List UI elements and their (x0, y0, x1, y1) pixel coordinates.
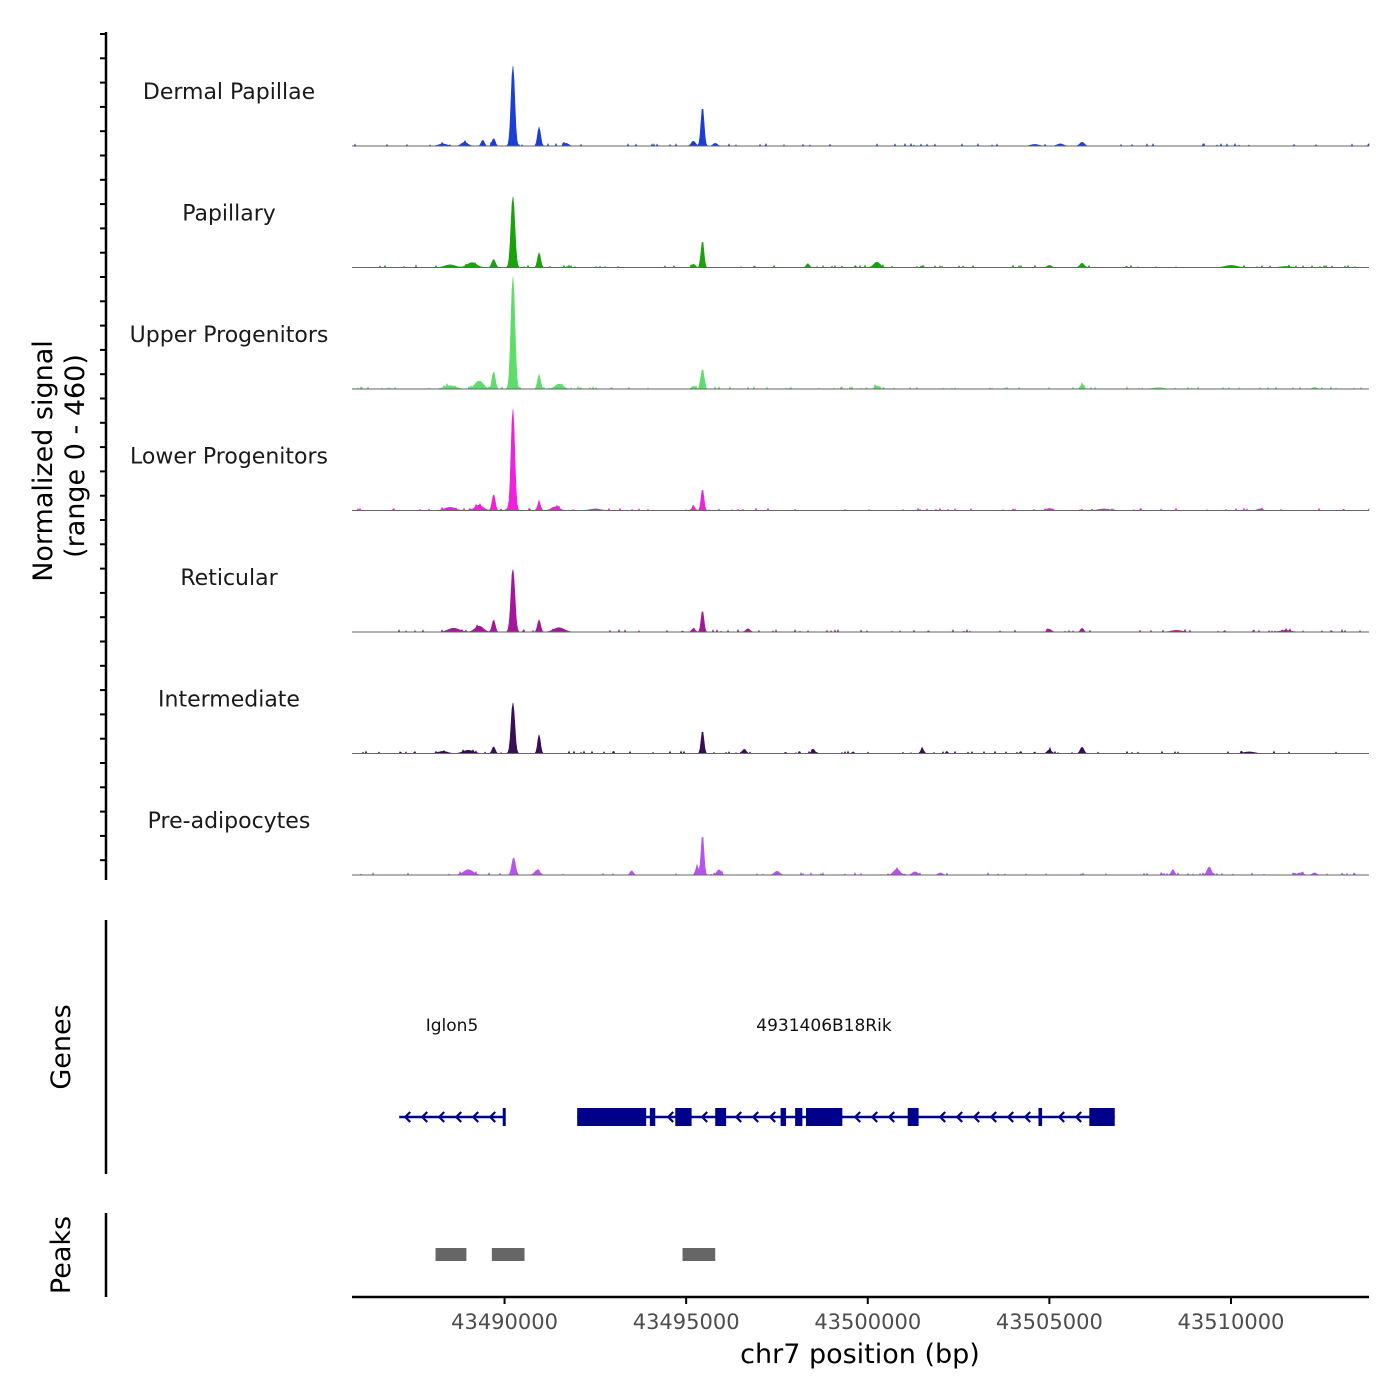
strand-arrow (751, 1111, 759, 1123)
strand-arrow (700, 1111, 708, 1123)
gene-exon (795, 1108, 803, 1126)
coverage-tracks: Dermal Papillae Papillary Upper Progenitor… (130, 66, 1370, 876)
strand-arrow (1006, 1111, 1014, 1123)
gene-4931406b18rik: 4931406B18Rik (577, 1016, 1115, 1126)
gene-exon (1038, 1108, 1043, 1126)
coverage-area (352, 569, 1369, 633)
gene-exon (577, 1108, 647, 1126)
track-upper-progenitors: Upper Progenitors (130, 277, 1369, 390)
signal-axis: Normalized signal (range 0 - 460) (28, 32, 108, 880)
gene-exon (806, 1108, 843, 1126)
track-papillary: Papillary (182, 196, 1369, 269)
track-label: Pre-adipocytes (148, 809, 311, 834)
gene-exon (907, 1108, 919, 1126)
x-axis-title: chr7 position (bp) (740, 1339, 980, 1370)
genes-axis-title: Genes (46, 1004, 77, 1089)
x-tick-label: 43490000 (451, 1310, 558, 1334)
coverage-area (352, 66, 1370, 147)
track-label: Dermal Papillae (143, 80, 315, 105)
coverage-area (352, 409, 1370, 512)
track-label: Upper Progenitors (130, 323, 329, 348)
x-axis: 43490000 43495000 43500000 43505000 43510000… (352, 1295, 1369, 1370)
track-label: Reticular (180, 566, 278, 591)
strand-arrow (955, 1111, 963, 1123)
signal-axis-title: Normalized signal (28, 340, 59, 582)
peaks-axis-title: Peaks (46, 1216, 77, 1294)
track-dermal-papillae: Dermal Papillae (143, 66, 1370, 147)
track-pre-adipocytes: Pre-adipocytes (148, 809, 1369, 876)
strand-arrow (666, 1111, 674, 1123)
strand-arrow (870, 1111, 878, 1123)
strand-arrow (938, 1111, 946, 1123)
coverage-area (352, 837, 1369, 876)
coverage-area (352, 196, 1369, 269)
track-label: Lower Progenitors (130, 445, 328, 470)
coverage-area (352, 277, 1369, 390)
gene-label: 4931406B18Rik (756, 1016, 892, 1036)
gene-exon (1089, 1108, 1115, 1126)
strand-arrow (972, 1111, 980, 1123)
track-label: Intermediate (158, 688, 300, 713)
gene-exon (715, 1108, 727, 1126)
track-intermediate: Intermediate (158, 688, 1369, 754)
gene-iglon5: Iglon5 (399, 1016, 506, 1126)
gene-exon (780, 1108, 787, 1126)
peak-regions (435, 1248, 716, 1261)
strand-arrow (1074, 1111, 1082, 1123)
gene-exon (675, 1108, 692, 1126)
strand-arrow (734, 1111, 742, 1123)
track-label: Papillary (182, 202, 276, 227)
x-tick-label: 43500000 (814, 1310, 921, 1334)
peak-region (682, 1248, 716, 1261)
strand-arrow (437, 1111, 445, 1123)
strand-arrow (1023, 1111, 1031, 1123)
x-tick-label: 43495000 (633, 1310, 740, 1334)
gene-models: Iglon5 4931406B18Rik (399, 1016, 1115, 1126)
strand-arrow (471, 1111, 479, 1123)
strand-arrow (887, 1111, 895, 1123)
peak-region (435, 1248, 467, 1261)
genes-panel: Genes Iglon5 4931406B18Rik (46, 920, 1115, 1174)
gene-exon (502, 1108, 506, 1126)
strand-arrow (989, 1111, 997, 1123)
strand-arrow (420, 1111, 428, 1123)
x-tick-label: 43505000 (996, 1310, 1103, 1334)
strand-arrow (488, 1111, 496, 1123)
peak-region (491, 1248, 525, 1261)
signal-axis-range: (range 0 - 460) (60, 354, 91, 558)
strand-arrow (853, 1111, 861, 1123)
track-reticular: Reticular (180, 566, 1369, 633)
x-tick-label: 43510000 (1178, 1310, 1285, 1334)
gene-exon (649, 1108, 656, 1126)
coverage-area (352, 702, 1369, 754)
track-lower-progenitors: Lower Progenitors (130, 409, 1370, 512)
strand-arrow (403, 1111, 411, 1123)
gene-label: Iglon5 (426, 1016, 479, 1036)
strand-arrow (1057, 1111, 1065, 1123)
signal-axis-ticks (100, 33, 106, 862)
peaks-panel: Peaks (46, 1213, 716, 1297)
strand-arrow (768, 1111, 776, 1123)
x-axis-ticks: 43490000 43495000 43500000 43505000 43510000 (451, 1297, 1284, 1334)
strand-arrow (454, 1111, 462, 1123)
